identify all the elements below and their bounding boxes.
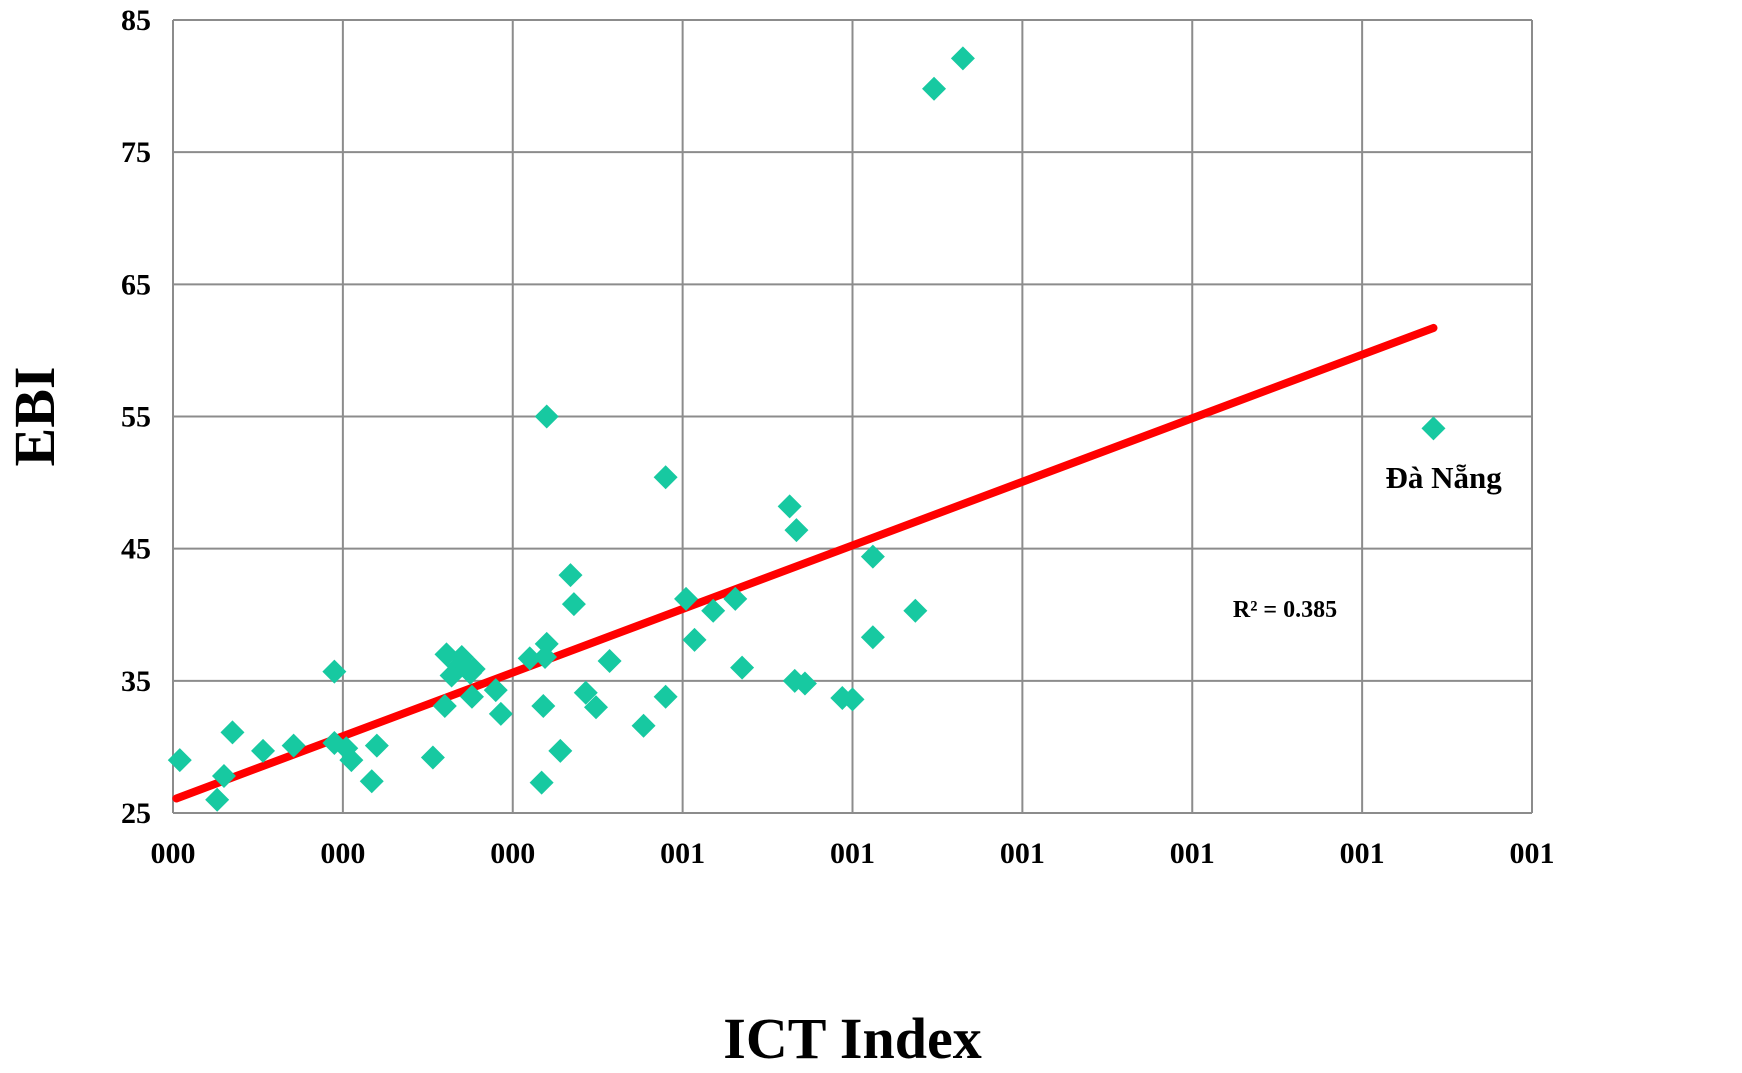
y-tick-label: 45 xyxy=(121,533,151,566)
scatter-point xyxy=(517,646,542,671)
x-tick-label: 001 xyxy=(1510,837,1555,870)
x-tick-label: 001 xyxy=(1170,837,1215,870)
scatter-point xyxy=(461,656,486,681)
scatter-point xyxy=(529,770,554,795)
y-tick-label: 55 xyxy=(121,401,151,434)
scatter-point xyxy=(339,748,364,773)
scatter-point xyxy=(459,684,484,709)
scatter-point xyxy=(483,678,508,703)
y-tick-label: 75 xyxy=(121,136,151,169)
scatter-point xyxy=(792,671,817,696)
r-squared-label: R² = 0.385 xyxy=(1233,597,1337,623)
y-tick-label: 35 xyxy=(121,665,151,698)
y-tick-label: 25 xyxy=(121,797,151,830)
point-annotation-label: Đà Nẵng xyxy=(1386,460,1503,495)
scatter-point xyxy=(364,733,389,758)
scatter-point xyxy=(573,680,598,705)
linear-trendline xyxy=(172,323,1438,803)
scatter-point xyxy=(531,693,556,718)
scatter-point xyxy=(359,769,384,794)
scatter-point xyxy=(558,563,583,588)
scatter-point xyxy=(167,748,192,773)
scatter-point xyxy=(730,655,755,680)
x-tick-label: 000 xyxy=(320,837,365,870)
gridlines xyxy=(172,19,1533,814)
scatter-point xyxy=(534,631,559,656)
y-axis-title: EBI xyxy=(2,367,67,467)
scatter-point xyxy=(597,649,622,674)
x-tick-label: 000 xyxy=(151,837,196,870)
scatter-point xyxy=(860,544,885,569)
annotations: R² = 0.385 Đà Nẵng xyxy=(1233,460,1502,623)
scatter-point xyxy=(548,738,573,763)
x-tick-label: 000 xyxy=(490,837,535,870)
scatter-point xyxy=(432,693,457,718)
scatter-point xyxy=(840,687,865,712)
scatter-point xyxy=(220,720,245,745)
scatter-point xyxy=(281,733,306,758)
x-tick-label: 001 xyxy=(1000,837,1045,870)
scatter-point xyxy=(950,46,975,71)
scatter-point xyxy=(777,494,802,519)
scatter-point xyxy=(322,659,347,684)
scatter-point xyxy=(653,465,678,490)
y-tick-label: 85 xyxy=(121,4,151,37)
scatter-point xyxy=(701,598,726,623)
scatter-point xyxy=(1421,416,1446,441)
scatter-point xyxy=(922,76,947,101)
scatter-point xyxy=(211,763,236,788)
scatter-point xyxy=(784,518,809,543)
scatter-point xyxy=(631,713,656,738)
scatter-point xyxy=(420,745,445,770)
scatter-point xyxy=(583,695,608,720)
scatter-point xyxy=(205,787,230,812)
y-tick-label: 65 xyxy=(121,268,151,301)
scatter-point xyxy=(682,627,707,652)
scatter-points xyxy=(167,46,1446,812)
scatter-point xyxy=(534,404,559,429)
scatter-point xyxy=(903,598,928,623)
scatter-point xyxy=(860,625,885,650)
x-tick-label: 001 xyxy=(1340,837,1385,870)
scatter-point xyxy=(723,586,748,611)
trendline-layer xyxy=(172,323,1438,803)
x-tick-label: 001 xyxy=(660,837,705,870)
scatter-point xyxy=(674,586,699,611)
scatter-point xyxy=(251,738,276,763)
x-axis-title: ICT Index xyxy=(723,1006,981,1071)
x-tick-label: 001 xyxy=(830,837,875,870)
scatter-point xyxy=(653,684,678,709)
tick-labels: 000 000 000 001 001 001 001 001 001 25 35 45 55 65 75 8… xyxy=(121,4,1555,870)
scatter-point xyxy=(561,592,586,617)
scatter-point xyxy=(488,701,513,726)
